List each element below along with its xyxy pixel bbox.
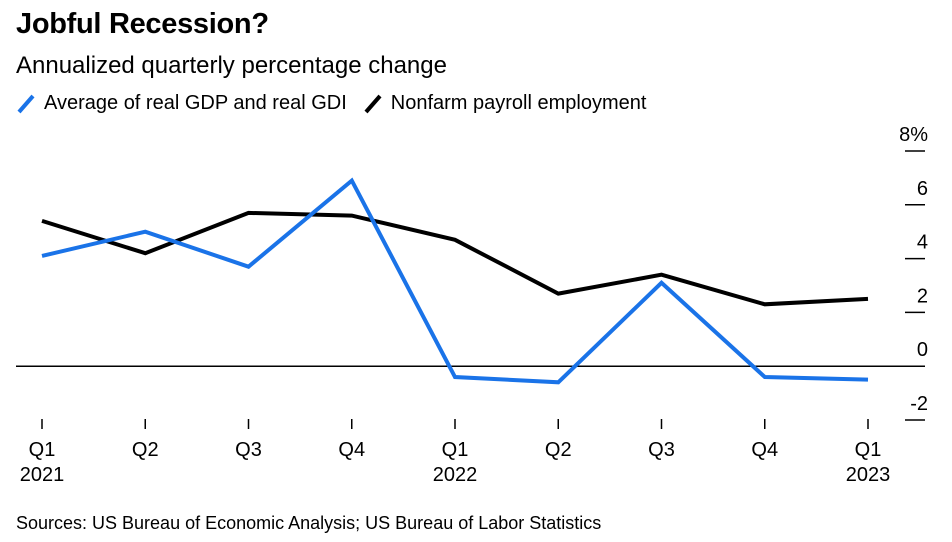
y-tick-label: 4 [917,232,928,254]
y-tick-label: 0 [917,339,928,361]
series-line-gdp [41,177,869,385]
x-tick-label-quarter: Q1 [29,439,56,461]
y-tick-label: 8% [899,124,928,146]
x-tick-label-quarter: Q1 [855,439,882,461]
y-tick-label: -2 [910,393,928,415]
x-tick-label-quarter: Q2 [545,439,572,461]
x-tick-label-quarter: Q4 [338,439,365,461]
x-tick-label-quarter: Q1 [442,439,469,461]
y-tick-label: 2 [917,285,928,307]
x-tick-label-year: 2022 [433,464,478,486]
legend-label-payroll: Nonfarm payroll employment [390,92,647,114]
x-tick-label-quarter: Q3 [648,439,675,461]
x-tick-label-quarter: Q3 [235,439,262,461]
x-tick-label-quarter: Q4 [751,439,778,461]
chart-title: Jobful Recession? [16,8,269,40]
legend-item-payroll: Nonfarm payroll employment [363,92,647,115]
legend-item-gdp: Average of real GDP and real GDI [16,92,347,115]
legend: Average of real GDP and real GDI Nonfarm… [16,92,662,115]
x-tick-label-year: 2021 [20,464,65,486]
chart-subtitle: Annualized quarterly percentage change [16,52,447,79]
x-tick-label-quarter: Q2 [132,439,159,461]
source-note: Sources: US Bureau of Economic Analysis;… [16,513,602,533]
legend-swatch-payroll [364,94,382,113]
legend-label-gdp: Average of real GDP and real GDI [44,92,347,114]
y-tick-label: 6 [917,178,928,200]
legend-swatch-gdp [17,94,35,113]
x-tick-label-year: 2023 [846,464,891,486]
series-line-payroll [41,210,869,307]
